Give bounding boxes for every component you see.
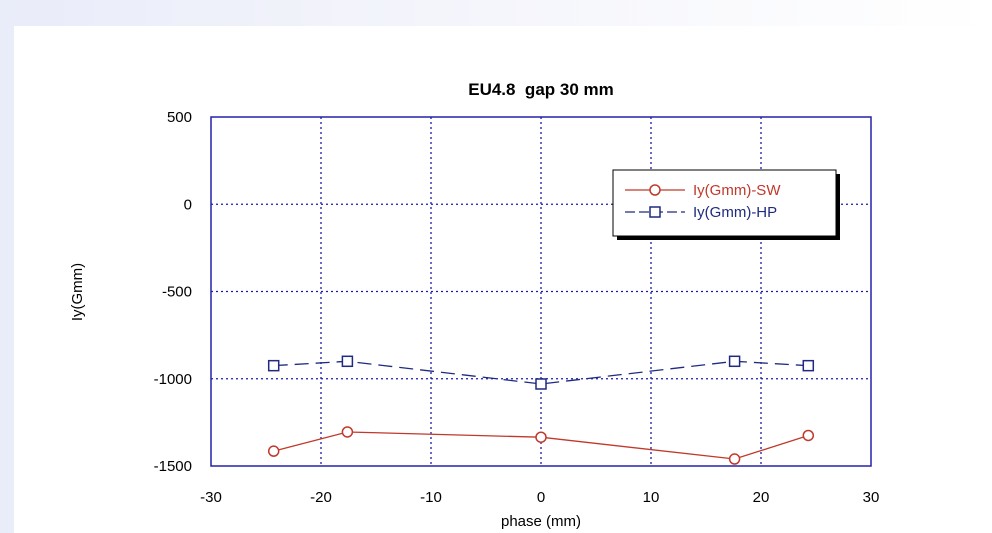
legend-label: Iy(Gmm)-SW <box>693 182 781 199</box>
series-line <box>273 360 809 385</box>
y-tick-label: -1500 <box>154 458 192 475</box>
legend-label: Iy(Gmm)-HP <box>693 204 777 221</box>
x-tick-label: -30 <box>200 489 222 506</box>
x-tick-label: 30 <box>863 489 880 506</box>
data-point <box>267 445 280 457</box>
x-tick-label: -10 <box>420 489 442 506</box>
y-axis-label: Iy(Gmm) <box>69 263 86 321</box>
data-point <box>341 426 354 438</box>
x-axis-label: phase (mm) <box>501 513 581 530</box>
x-tick-label: -20 <box>310 489 332 506</box>
y-tick-label: 500 <box>167 109 192 126</box>
y-tick-label: 0 <box>184 196 192 213</box>
y-tick-label: -500 <box>162 284 192 301</box>
data-point <box>802 359 815 372</box>
data-point <box>535 431 547 443</box>
chart-background <box>14 26 986 533</box>
chart-title: EU4.8 gap 30 mm <box>468 80 614 99</box>
plot-frame <box>210 116 872 467</box>
y-tick-label: -1000 <box>154 371 192 388</box>
legend: Iy(Gmm)-SW Iy(Gmm)-HP <box>612 169 840 240</box>
data-point <box>728 355 741 368</box>
x-tick-label: 10 <box>643 489 660 506</box>
x-tick-label: 20 <box>753 489 770 506</box>
legend-marker <box>649 184 661 196</box>
data-point <box>267 359 280 372</box>
x-tick-label: 0 <box>537 489 545 506</box>
series-2 <box>267 355 815 390</box>
data-point <box>802 429 815 442</box>
series-layer <box>267 355 815 465</box>
legend-box <box>612 169 837 237</box>
data-point <box>341 355 354 368</box>
tick-labels: -30 -20 -10 0 10 20 30 -1500 -1000 -500 0 500 <box>154 109 880 506</box>
data-point <box>728 453 741 465</box>
legend-marker <box>649 206 661 218</box>
data-point <box>535 378 547 390</box>
series-1 <box>267 426 815 465</box>
